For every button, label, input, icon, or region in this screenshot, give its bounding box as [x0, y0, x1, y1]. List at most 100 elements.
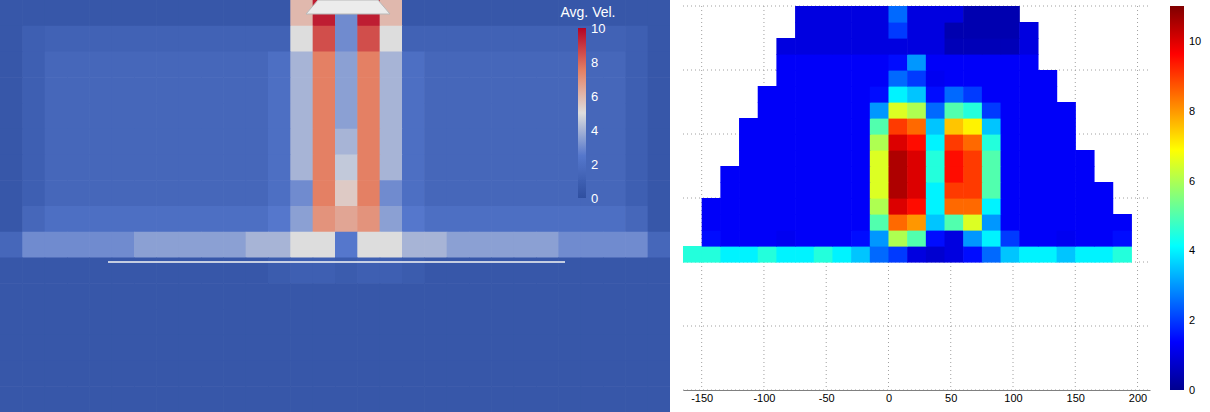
- heatmap-cell: [1113, 246, 1132, 263]
- heatmap-cell: [469, 129, 492, 155]
- heatmap-cell: [268, 206, 291, 232]
- heatmap-cell: [558, 386, 581, 412]
- heatmap-cell: [22, 129, 45, 155]
- heatmap-cell: [469, 309, 492, 335]
- heatmap-cell: [313, 129, 336, 155]
- heatmap-cell: [907, 166, 926, 183]
- heatmap-cell: [89, 361, 112, 387]
- heatmap-cell: [0, 335, 23, 361]
- heatmap-cell: [0, 386, 23, 412]
- heatmap-cell: [907, 134, 926, 151]
- heatmap-cell: [447, 129, 470, 155]
- heatmap-cell: [851, 182, 870, 199]
- heatmap-cell: [814, 214, 833, 231]
- heatmap-cell: [758, 182, 777, 199]
- heatmap-cell: [0, 283, 23, 309]
- heatmap-cell: [814, 6, 833, 23]
- heatmap-cell: [1075, 230, 1094, 247]
- heatmap-cell: [469, 180, 492, 206]
- heatmap-cell: [246, 26, 269, 52]
- heatmap-cell: [758, 166, 777, 183]
- heatmap-cell: [558, 26, 581, 52]
- heatmap-cell: [776, 70, 795, 87]
- heatmap-cell: [558, 52, 581, 78]
- heatmap-cell: [870, 70, 889, 87]
- heatmap-cell: [558, 361, 581, 387]
- heatmap-cell: [795, 86, 814, 103]
- colorbar-tick: 0: [1170, 384, 1195, 396]
- heatmap-cell: [1001, 182, 1020, 199]
- heatmap-cell: [112, 52, 135, 78]
- heatmap-cell: [795, 118, 814, 135]
- heatmap-cell: [89, 26, 112, 52]
- heatmap-cell: [558, 155, 581, 181]
- heatmap-cell: [424, 283, 447, 309]
- heatmap-cell: [1001, 6, 1020, 23]
- heatmap-cell: [982, 198, 1001, 215]
- heatmap-cell: [832, 134, 851, 151]
- heatmap-cell: [67, 386, 90, 412]
- heatmap-cell: [1075, 150, 1094, 167]
- heatmap-cell: [67, 52, 90, 78]
- heatmap-cell: [739, 118, 758, 135]
- heatmap-cell: [201, 0, 224, 26]
- heatmap-cell: [558, 309, 581, 335]
- heatmap-cell: [558, 335, 581, 361]
- x-tick-label: 150: [1067, 392, 1085, 404]
- heatmap-cell: [888, 182, 907, 199]
- heatmap-cell: [758, 198, 777, 215]
- heatmap-cell: [625, 361, 648, 387]
- heatmap-cell: [469, 386, 492, 412]
- heatmap-cell: [739, 246, 758, 263]
- heatmap-cell: [335, 232, 358, 258]
- heatmap-cell: [907, 230, 926, 247]
- heatmap-cell: [313, 283, 336, 309]
- heatmap-cell: [648, 77, 670, 103]
- heatmap-cell: [67, 155, 90, 181]
- heatmap-cell: [926, 6, 945, 23]
- heatmap-cell: [179, 77, 202, 103]
- heatmap-cell: [201, 180, 224, 206]
- heatmap-cell: [982, 246, 1001, 263]
- heatmap-cell: [1094, 246, 1113, 263]
- heatmap-cell: [45, 232, 68, 258]
- colorbar-tick: 10: [1170, 35, 1201, 47]
- heatmap-cell: [268, 155, 291, 181]
- heatmap-cell: [795, 246, 814, 263]
- heatmap-cell: [625, 258, 648, 284]
- heatmap-cell: [268, 103, 291, 129]
- heatmap-cell: [982, 102, 1001, 119]
- heatmap-cells: [683, 6, 1132, 263]
- heatmap-cell: [0, 0, 23, 26]
- heatmap-cell: [313, 103, 336, 129]
- colorbar-tick-label: 6: [591, 89, 598, 104]
- heatmap-cell: [648, 52, 670, 78]
- heatmap-cell: [720, 214, 739, 231]
- heatmap-cell: [491, 206, 514, 232]
- heatmap-cell: [1075, 182, 1094, 199]
- heatmap-cell: [380, 180, 403, 206]
- heatmap-cell: [290, 232, 313, 258]
- heatmap-cell: [223, 103, 246, 129]
- heatmap-cell: [424, 77, 447, 103]
- heatmap-cell: [134, 180, 157, 206]
- heatmap-cell: [888, 214, 907, 231]
- heatmap-cell: [179, 283, 202, 309]
- heatmap-cell: [1094, 230, 1113, 247]
- heatmap-cell: [625, 103, 648, 129]
- heatmap-cell: [134, 361, 157, 387]
- heatmap-cell: [514, 361, 537, 387]
- heatmap-cell: [179, 103, 202, 129]
- heatmap-cell: [67, 361, 90, 387]
- heatmap-cell: [223, 52, 246, 78]
- heatmap-cell: [945, 54, 964, 71]
- heatmap-cell: [514, 309, 537, 335]
- heatmap-cell: [22, 77, 45, 103]
- heatmap-cell: [201, 103, 224, 129]
- heatmap-cell: [926, 38, 945, 55]
- heatmap-cell: [648, 335, 670, 361]
- heatmap-cell: [907, 6, 926, 23]
- heatmap-cell: [447, 0, 470, 26]
- heatmap-cell: [22, 335, 45, 361]
- heatmap-cell: [926, 102, 945, 119]
